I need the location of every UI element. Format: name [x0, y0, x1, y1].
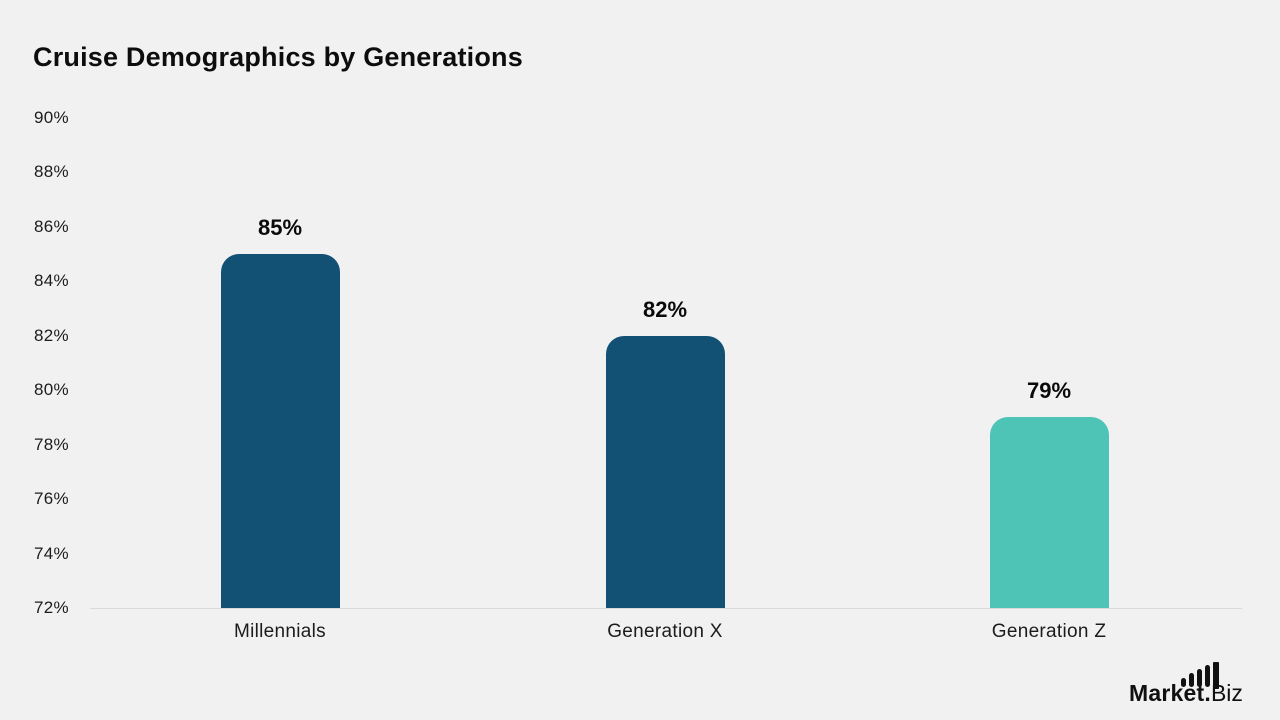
- brand-name-bold: Market.: [1129, 680, 1211, 706]
- brand-name-light: Biz: [1210, 680, 1243, 706]
- bar-value-label-generation-z: 79%: [1026, 378, 1072, 404]
- y-axis-tick-90: 90%: [34, 108, 69, 127]
- y-axis-tick-74: 74%: [34, 543, 69, 563]
- y-axis-tick-72: 72%: [34, 598, 69, 617]
- y-axis-tick-78: 78%: [34, 434, 69, 454]
- y-axis-tick-82: 82%: [34, 325, 69, 345]
- y-axis-tick-84: 84%: [34, 271, 69, 291]
- bar-value-label-millennials: 85%: [257, 215, 303, 241]
- bar-generation-x: [605, 335, 725, 608]
- x-axis-label-generation-z: Generation Z: [991, 621, 1107, 642]
- x-axis-label-generation-x: Generation X: [607, 621, 723, 642]
- brand-name: Market.Biz: [1129, 680, 1243, 707]
- bar-value-label-generation-x: 82%: [642, 296, 688, 322]
- y-axis-tick-76: 76%: [34, 489, 69, 509]
- chart-title: Cruise Demographics by Generations: [33, 42, 523, 72]
- bar-generation-z: [989, 417, 1109, 608]
- bar-chart-icon: [1181, 662, 1219, 689]
- y-axis-tick-80: 80%: [34, 380, 69, 400]
- x-axis-label-millennials: Millennials: [233, 621, 326, 642]
- y-axis-tick-86: 86%: [34, 216, 69, 236]
- y-axis-tick-88: 88%: [34, 162, 69, 182]
- bar-millennials: [220, 254, 340, 608]
- x-axis-line: [90, 608, 1242, 609]
- brand-logo: Market.Biz: [1129, 662, 1269, 710]
